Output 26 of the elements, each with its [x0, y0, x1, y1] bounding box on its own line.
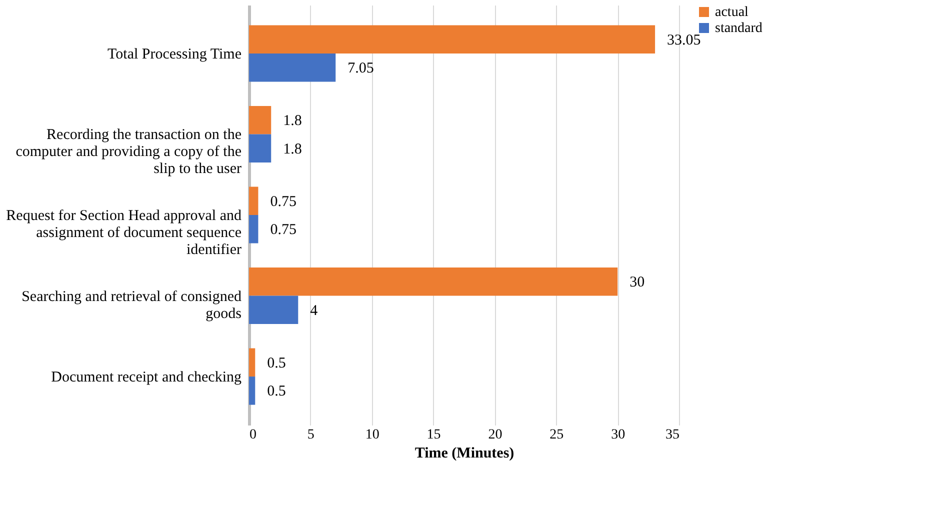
data-label: 1.8 — [283, 141, 302, 158]
x-tick-label: 5 — [307, 428, 314, 442]
y-tick-label: Searching and retrieval of consigned goods — [22, 288, 242, 322]
y-tick-label: Document receipt and checking — [51, 370, 242, 386]
x-tick-label: 15 — [426, 428, 441, 442]
data-label: 0.5 — [267, 384, 286, 400]
data-label: 0.5 — [267, 355, 286, 372]
y-tick-label: Total Processing Time — [108, 46, 242, 62]
x-tick-label: 10 — [365, 428, 380, 442]
x-tick-label: 20 — [488, 428, 502, 442]
x-tick-label: 35 — [666, 428, 680, 442]
x-tick-label: 25 — [550, 428, 564, 442]
data-label: 7.05 — [348, 60, 374, 77]
legend-label: standard — [715, 21, 762, 36]
y-tick-label: Recording the transaction on the computer and providing a copy of the slip to the user — [16, 127, 242, 178]
y-tick-label: Request for Section Head approval and assignment of document sequence identifier — [6, 208, 242, 258]
data-label: 1.8 — [283, 113, 302, 130]
data-label: 0.75 — [270, 194, 296, 210]
legend-label: actual — [715, 5, 749, 20]
x-tick-label: 0 — [250, 428, 256, 442]
data-label: 30 — [630, 274, 645, 291]
x-axis-title: Time (Minutes) — [414, 446, 514, 462]
data-label: 4 — [310, 302, 318, 319]
x-tick-label: 30 — [611, 428, 626, 442]
data-label: 33.05 — [667, 32, 701, 48]
data-label: 0.75 — [270, 222, 296, 238]
